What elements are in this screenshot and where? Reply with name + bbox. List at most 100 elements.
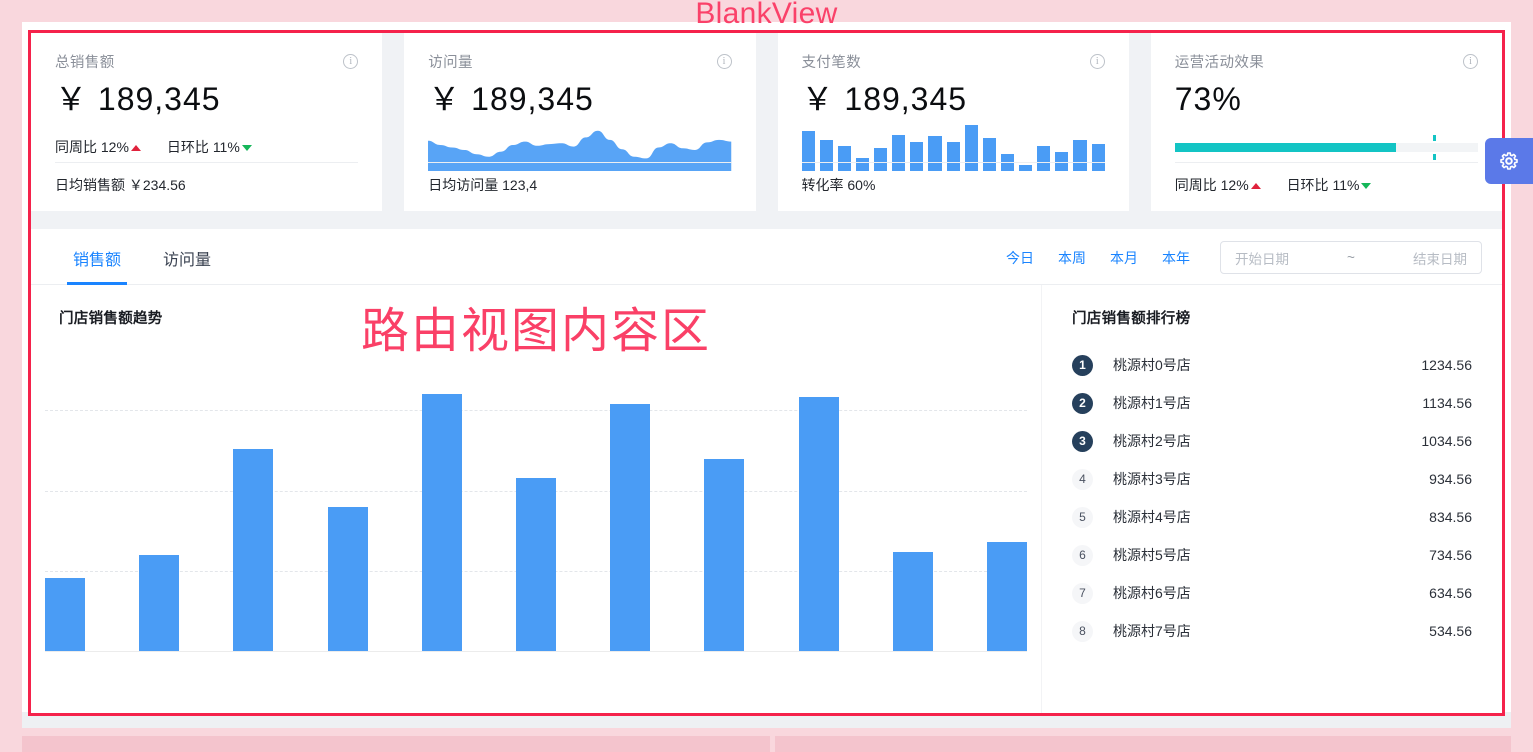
stat-card-row: 总销售额 i ￥ 189,345 同周比 12% 日环比 11% [31,33,1502,211]
rank-store-name: 桃源村7号店 [1113,623,1191,639]
progress-marker-bottom [1432,154,1436,160]
rank-store-name: 桃源村3号店 [1113,471,1191,487]
trend-week-label: 同周比 [1174,177,1217,193]
rank-badge: 4 [1072,468,1093,490]
mini-bar [1091,144,1105,171]
trend-week-label: 同周比 [55,139,97,155]
card-footer: 转化率 60% [801,162,1105,195]
bottom-pink-block-right [775,736,1511,752]
ranking-row[interactable]: 3 桃源村2号店 1034.56 [1072,422,1472,460]
card-footer: 日均销售额 ￥234.56 [55,162,359,195]
card-footer: 日均访问量 123,4 [428,162,732,195]
trend-week: 同周比 12% [1175,177,1265,193]
rank-badge: 5 [1072,506,1093,528]
card-footer-label: 日均销售额 [55,177,125,193]
blankview-title: BlankView [695,0,838,30]
card-value: ￥ 189,345 [55,81,221,117]
rank-store-name: 桃源村4号店 [1113,509,1191,525]
arrow-down-icon [1361,183,1372,189]
bar [799,397,839,652]
ranking-row[interactable]: 1 桃源村0号店 1234.56 [1072,346,1472,384]
campaign-progress [1174,135,1478,160]
tab-visits[interactable]: 访问量 [163,252,212,269]
arrow-down-icon [241,145,252,151]
card-visual [1174,135,1478,197]
info-circle-icon[interactable]: i [343,53,359,69]
trend-week-value: 12% [100,139,129,155]
card-title: 支付笔数 [801,54,862,71]
start-date-input[interactable]: 开始日期 [1235,251,1289,267]
main-panel: 销售额 访问量 今日 本周 本月 本年 开始日期 ~ 结束日期 [31,229,1502,713]
page-gray-strip [22,712,1511,728]
route-view-content-area: 总销售额 i ￥ 189,345 同周比 12% 日环比 11% [28,30,1505,716]
rank-badge: 8 [1072,620,1093,642]
ranking-row[interactable]: 2 桃源村1号店 1134.56 [1072,384,1472,422]
tab-sales[interactable]: 销售额 [66,246,128,285]
quick-range-month[interactable]: 本月 [1110,249,1138,266]
rank-badge: 6 [1072,544,1093,566]
ranking-row[interactable]: 7 桃源村6号店 634.56 [1072,574,1472,612]
rank-badge: 2 [1072,392,1093,414]
progress-fill [1174,143,1397,152]
chart-title: 门店销售额趋势 [59,311,163,327]
mini-bar [837,146,851,171]
quick-range-year[interactable]: 本年 [1162,249,1190,266]
quick-range-week[interactable]: 本周 [1058,249,1086,266]
bar [704,459,744,652]
info-circle-icon[interactable]: i [1463,53,1478,69]
ranking-row[interactable]: 6 桃源村5号店 734.56 [1072,536,1472,574]
bar [610,404,650,652]
progress-marker-top [1432,135,1436,141]
info-circle-icon[interactable]: i [1089,53,1105,69]
chart-column: 门店销售额趋势 路由视图内容区 [31,285,1041,713]
mini-bar [819,140,833,171]
trend-day-value: 11% [1332,177,1360,193]
trend-week-value: 12% [1220,177,1249,193]
bar [45,578,85,652]
rank-badge: 3 [1072,430,1093,452]
ranking-row[interactable]: 8 桃源村7号店 534.56 [1072,612,1472,650]
card-footer-label: 日均访问量 [428,177,499,193]
sales-trend-bar-chart [45,354,1027,652]
mini-bar [1055,152,1069,171]
card-header: 支付笔数 i [802,51,1105,71]
trend-row: 同周比 12% 日环比 11% [55,123,358,157]
bottom-pink-block-left [22,736,770,752]
info-circle-icon[interactable]: i [716,53,732,69]
rank-badge: 7 [1072,582,1093,604]
ranking-row[interactable]: 5 桃源村4号店 834.56 [1072,498,1472,536]
mini-bar [801,131,815,171]
bar [516,478,556,652]
trend-day-label: 日环比 [166,139,209,155]
ranking-title: 门店销售额排行榜 [1072,311,1191,327]
card-footer: 同周比 12% 日环比 11% [1174,162,1478,195]
bar [893,552,933,652]
rank-value: 934.56 [1429,471,1472,487]
rank-store-name: 桃源村1号店 [1113,395,1191,411]
arrow-up-icon [1250,183,1261,189]
card-title: 访问量 [428,54,473,71]
bar [233,449,273,652]
date-range-picker[interactable]: 开始日期 ~ 结束日期 [1220,241,1482,274]
ranking-row[interactable]: 4 桃源村3号店 934.56 [1072,460,1472,498]
settings-drawer-button[interactable] [1485,138,1533,184]
rank-value: 1234.56 [1421,357,1472,373]
rank-store-name: 桃源村0号店 [1113,357,1191,373]
sparkline-area [428,130,732,171]
card-footer-label: 转化率 [801,177,844,193]
end-date-input[interactable]: 结束日期 [1412,251,1467,267]
bar [139,555,179,652]
stat-card-campaign-effect: 运营活动效果 i 73% 同周比 12% [1150,33,1502,211]
card-title: 总销售额 [55,54,115,71]
ranking-list: 1 桃源村0号店 1234.56 2 桃源村1号店 1134.56 3 桃源村2号店 1034.… [1072,346,1472,650]
card-footer-value: ￥234.56 [128,177,186,193]
rank-value: 1134.56 [1422,395,1472,411]
trend-day-value: 11% [212,139,240,155]
card-header: 运营活动效果 i [1175,51,1478,71]
quick-range-today[interactable]: 今日 [1006,249,1034,266]
mini-bar [1019,165,1033,171]
stat-card-payments: 支付笔数 i ￥ 189,345 转化率 60% [777,33,1129,211]
rank-store-name: 桃源村6号店 [1113,585,1191,601]
gear-icon [1500,152,1518,170]
